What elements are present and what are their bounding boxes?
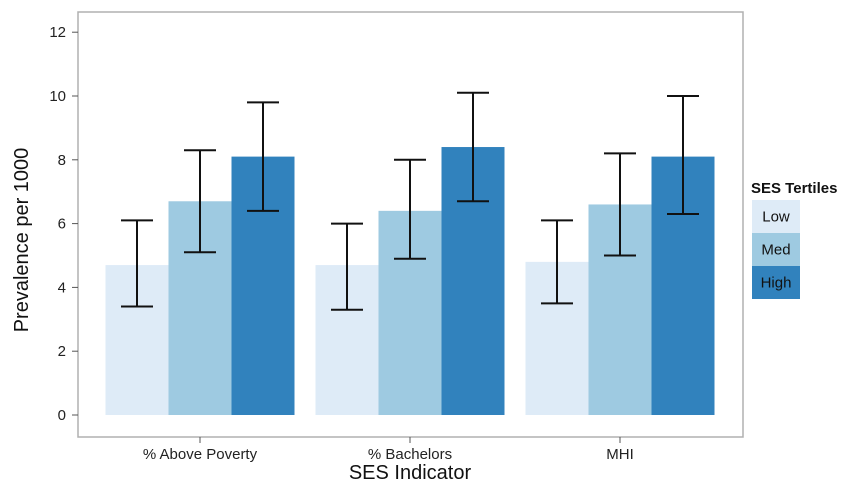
x-tick-label: % Above Poverty [143,446,258,463]
legend: SES Tertiles Low Med High [751,180,837,299]
error-bar [457,91,489,203]
error-bars [121,91,699,311]
legend-label-low: Low [762,209,790,226]
x-axis: % Above Poverty % Bachelors MHI [143,437,634,463]
error-bar [604,152,636,257]
legend-swatch-med [752,233,800,266]
y-axis-title: Prevalence per 1000 [11,148,33,333]
y-tick-label: 12 [49,24,66,41]
y-tick-label: 2 [58,343,66,360]
x-tick-label: % Bachelors [368,446,452,463]
y-tick-label: 6 [58,216,66,233]
error-bar [541,219,573,305]
error-bar [394,158,426,260]
y-axis: 0 2 4 6 8 10 12 [49,24,78,424]
legend-swatch-low [752,200,800,233]
legend-title: SES Tertiles [751,180,837,197]
legend-swatch-high [752,266,800,299]
y-tick-label: 4 [58,279,66,296]
legend-label-high: High [761,275,792,292]
y-tick-label: 10 [49,88,66,105]
x-tick-label: MHI [606,446,634,463]
error-bar [667,95,699,216]
error-bar [247,101,279,212]
error-bar [184,149,216,254]
legend-label-med: Med [761,242,790,259]
error-bar [331,222,363,311]
y-tick-label: 0 [58,407,66,424]
error-bar [121,219,153,308]
x-axis-title: SES Indicator [349,462,472,484]
y-tick-label: 8 [58,152,66,169]
